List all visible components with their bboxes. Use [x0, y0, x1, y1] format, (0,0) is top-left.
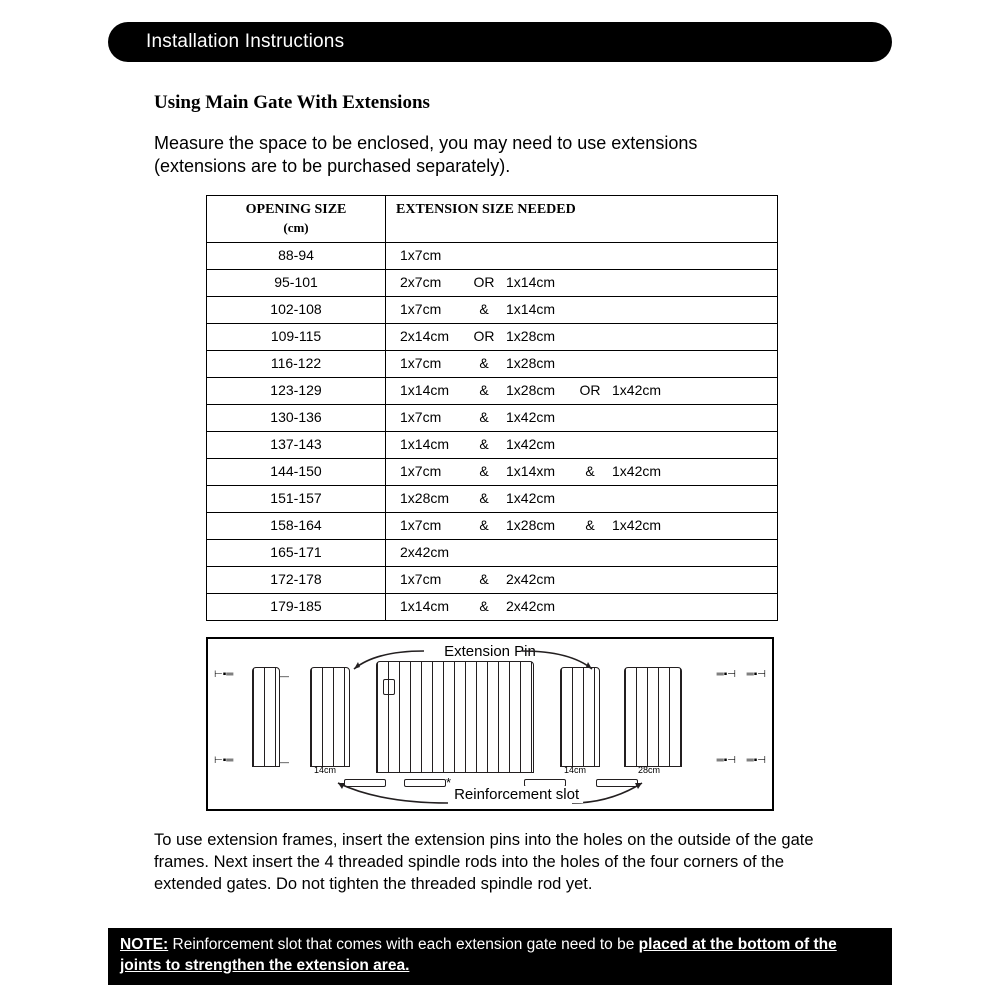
table-row: 172-1781x7cm&2x42cm: [207, 566, 778, 593]
extension-size-cell: 1x7cm&1x28cm: [386, 350, 778, 377]
table-row: 130-1361x7cm&1x42cm: [207, 404, 778, 431]
table-row: 95-1012x7cmOR1x14cm: [207, 269, 778, 296]
dimension-label: 14cm: [564, 765, 586, 775]
opening-size-cell: 130-136: [207, 404, 386, 431]
extension-panel: [252, 667, 280, 767]
extension-panel-14cm: [310, 667, 350, 767]
note-label: NOTE:: [120, 936, 168, 953]
table-row: 116-1221x7cm&1x28cm: [207, 350, 778, 377]
extension-size-cell: 2x42cm: [386, 539, 778, 566]
extension-size-cell: 1x7cm&1x42cm: [386, 404, 778, 431]
opening-size-cell: 151-157: [207, 485, 386, 512]
table-row: 102-1081x7cm&1x14cm: [207, 296, 778, 323]
diagram-label-reinforcement-slot: Reinforcement slot: [450, 786, 583, 803]
table-row: 179-1851x14cm&2x42cm: [207, 593, 778, 620]
table-row: 109-1152x14cmOR1x28cm: [207, 323, 778, 350]
extension-size-cell: 1x7cm&1x14xm&1x42cm: [386, 458, 778, 485]
extension-size-cell: 1x14cm&1x28cmOR1x42cm: [386, 377, 778, 404]
opening-size-cell: 179-185: [207, 593, 386, 620]
extension-size-cell: 1x7cm: [386, 242, 778, 269]
dimension-label: 28cm: [638, 765, 660, 775]
extension-size-cell: 1x7cm&2x42cm: [386, 566, 778, 593]
arrow-icon: [520, 647, 600, 673]
extension-panel-28cm: [624, 667, 682, 767]
opening-size-cell: 158-164: [207, 512, 386, 539]
page: Installation Instructions Using Main Gat…: [0, 0, 1000, 985]
opening-size-cell: 123-129: [207, 377, 386, 404]
table-row: 144-1501x7cm&1x14xm&1x42cm: [207, 458, 778, 485]
opening-size-cell: 116-122: [207, 350, 386, 377]
opening-size-cell: 88-94: [207, 242, 386, 269]
table-row: 88-941x7cm: [207, 242, 778, 269]
table-row: 137-1431x14cm&1x42cm: [207, 431, 778, 458]
extension-size-cell: 1x28cm&1x42cm: [386, 485, 778, 512]
arrow-icon: [346, 647, 426, 673]
col-header-extension-size: EXTENSION SIZE NEEDED: [386, 195, 778, 242]
extension-size-cell: 1x7cm&1x28cm&1x42cm: [386, 512, 778, 539]
opening-size-cell: 137-143: [207, 431, 386, 458]
header-title: Installation Instructions: [146, 31, 344, 52]
col-header-opening-size: OPENING SIZE (cm): [207, 195, 386, 242]
extension-size-cell: 2x14cmOR1x28cm: [386, 323, 778, 350]
note-text: Reinforcement slot that comes with each …: [168, 936, 638, 953]
header-bar: Installation Instructions: [108, 22, 892, 62]
table-row: 123-1291x14cm&1x28cmOR1x42cm: [207, 377, 778, 404]
table-row: 151-1571x28cm&1x42cm: [207, 485, 778, 512]
opening-size-cell: 95-101: [207, 269, 386, 296]
table-row: 165-1712x42cm: [207, 539, 778, 566]
section-title: Using Main Gate With Extensions: [154, 92, 1000, 114]
dimension-label: 14cm: [314, 765, 336, 775]
opening-size-cell: 165-171: [207, 539, 386, 566]
extension-size-cell: 1x14cm&1x42cm: [386, 431, 778, 458]
gate-extension-diagram: Extension Pin ⊢▪═ ⊢▪═ — — 14cm 14cm 28cm…: [206, 637, 774, 811]
opening-size-cell: 144-150: [207, 458, 386, 485]
opening-size-cell: 102-108: [207, 296, 386, 323]
arrow-icon: [330, 779, 450, 807]
extension-size-cell: 1x14cm&2x42cm: [386, 593, 778, 620]
extension-panel-14cm: [560, 667, 600, 767]
intro-text: Measure the space to be enclosed, you ma…: [154, 132, 794, 179]
note-bar: NOTE: Reinforcement slot that comes with…: [108, 928, 892, 986]
opening-size-cell: 109-115: [207, 323, 386, 350]
table-row: 158-1641x7cm&1x28cm&1x42cm: [207, 512, 778, 539]
extension-size-cell: 2x7cmOR1x14cm: [386, 269, 778, 296]
main-gate-panel: [376, 661, 534, 773]
extension-sizing-table: OPENING SIZE (cm) EXTENSION SIZE NEEDED …: [206, 195, 778, 621]
opening-size-cell: 172-178: [207, 566, 386, 593]
instruction-paragraph: To use extension frames, insert the exte…: [154, 829, 814, 896]
extension-size-cell: 1x7cm&1x14cm: [386, 296, 778, 323]
